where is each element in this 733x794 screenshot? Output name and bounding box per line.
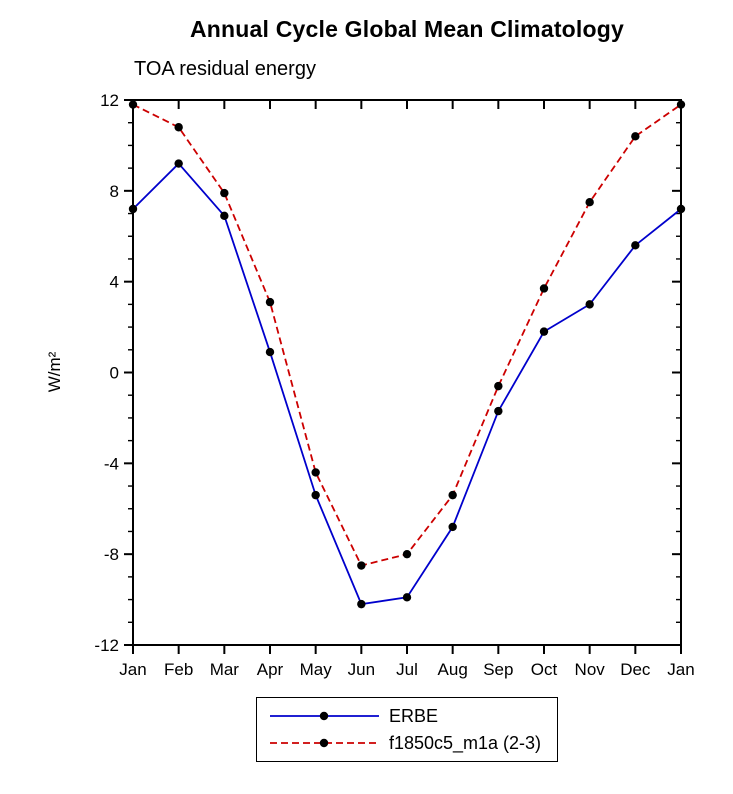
x-tick-label: Nov: [575, 660, 606, 679]
data-point-marker: [311, 468, 320, 477]
legend-label: f1850c5_m1a (2-3): [388, 733, 542, 753]
y-tick-label: -12: [94, 636, 119, 655]
y-tick-label: 8: [110, 182, 119, 201]
x-tick-label: Jun: [348, 660, 375, 679]
y-tick-label: -8: [104, 545, 119, 564]
legend-item-erbe: ERBE: [267, 704, 541, 728]
y-tick-label: 12: [100, 91, 119, 110]
series-line-erbe: [132, 162, 682, 606]
data-point-marker: [220, 211, 229, 221]
x-tick-label: Feb: [164, 660, 193, 679]
data-point-marker: [676, 100, 686, 109]
data-point-marker: [448, 490, 457, 500]
legend-line-sample: [269, 738, 379, 748]
data-point-marker: [585, 300, 594, 309]
legend-label: ERBE: [388, 706, 438, 726]
data-point-marker: [631, 132, 640, 141]
data-point-marker: [357, 561, 366, 570]
legend-container: ERBE f1850c5_m1a (2-3): [133, 697, 681, 762]
x-tick-label: May: [300, 660, 333, 679]
data-point-marker: [357, 599, 366, 609]
data-point-marker: [265, 297, 275, 307]
data-point-marker: [128, 204, 138, 214]
data-point-marker: [676, 204, 686, 214]
data-point-marker: [220, 188, 229, 198]
x-tick-label: Jul: [396, 660, 418, 679]
data-point-marker: [174, 159, 183, 168]
x-tick-label: Apr: [257, 660, 284, 679]
x-tick-label: Jan: [119, 660, 146, 679]
data-point-marker: [311, 490, 320, 500]
x-tick-label: Jan: [667, 660, 694, 679]
y-tick-label: 4: [110, 273, 119, 292]
x-tick-label: Dec: [620, 660, 651, 679]
legend-line-sample: [269, 711, 379, 721]
x-tick-label: Aug: [438, 660, 468, 679]
x-tick-label: Mar: [210, 660, 240, 679]
x-tick-label: Sep: [483, 660, 513, 679]
data-point-marker: [585, 197, 594, 207]
y-tick-label: 0: [110, 364, 119, 383]
data-point-marker: [494, 381, 503, 391]
data-point-marker: [265, 347, 275, 357]
data-point-marker: [494, 406, 503, 416]
y-tick-label: -4: [104, 454, 119, 473]
x-tick-label: Oct: [531, 660, 558, 679]
data-point-marker: [128, 100, 138, 109]
plot-frame: [132, 99, 682, 646]
data-point-marker: [448, 522, 457, 532]
chart-subtitle: TOA residual energy: [134, 58, 316, 80]
data-point-marker: [402, 593, 412, 602]
data-point-marker: [631, 241, 640, 250]
data-point-marker: [539, 327, 549, 336]
series-line-f1850c5-m1a-2-3-: [132, 103, 682, 567]
data-point-marker: [539, 284, 549, 293]
data-point-marker: [402, 549, 412, 559]
chart-title: Annual Cycle Global Mean Climatology: [189, 16, 625, 42]
plot-area: -12 -8 -4 0 4 8 12 Jan Feb Mar Apr May Jun Jul Aug Sep O…: [94, 91, 694, 679]
legend-box: ERBE f1850c5_m1a (2-3): [255, 697, 559, 762]
data-point-marker: [174, 123, 183, 132]
legend-item-f1850c5-m1a-2-3-: f1850c5_m1a (2-3): [267, 731, 541, 755]
